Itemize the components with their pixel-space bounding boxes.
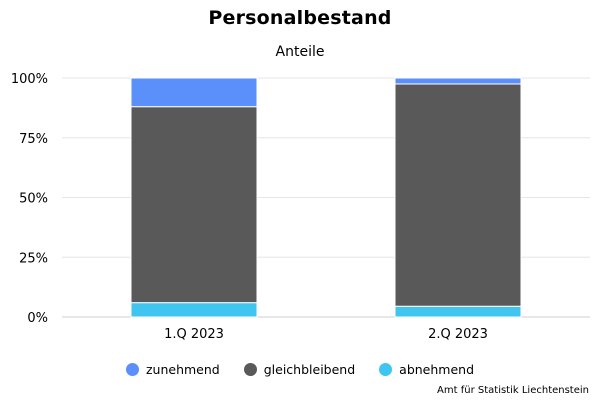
bar-segment-zunehmend [130, 77, 258, 108]
legend-label: abnehmend [399, 362, 475, 377]
x-tick-label: 1.Q 2023 [164, 327, 224, 342]
chart-title: Personalbestand [208, 7, 392, 29]
legend-item-gleichbleibend[interactable]: gleichbleibend [243, 362, 356, 377]
y-tick-label: 25% [19, 251, 48, 266]
y-tick-label: 75% [19, 132, 48, 147]
bar-segment-abnehmend [130, 302, 258, 318]
bar-segment-gleichbleibend [394, 83, 522, 307]
y-tick-label: 50% [19, 192, 48, 207]
legend-label: gleichbleibend [263, 362, 356, 377]
y-tick-label: 0% [27, 311, 48, 326]
bar-segment-abnehmend [394, 305, 522, 318]
bar-segment-gleichbleibend [130, 106, 258, 304]
legend-label: zunehmend [145, 362, 220, 377]
legend-item-zunehmend[interactable]: zunehmend [125, 362, 220, 377]
legend-dot-icon [379, 363, 393, 376]
legend-dot-icon [243, 363, 257, 376]
chart-subtitle: Anteile [275, 44, 325, 60]
legend-item-abnehmend[interactable]: abnehmend [379, 362, 474, 377]
bar-segment-zunehmend [394, 77, 522, 85]
legend-dot-icon [125, 363, 139, 376]
y-tick-label: 100% [11, 72, 48, 87]
source-credit: Amt für Statistik Liechtenstein [437, 385, 589, 396]
x-tick-label: 2.Q 2023 [428, 327, 488, 342]
chart-legend: zunehmend gleichbleibend abnehmend [0, 362, 600, 377]
